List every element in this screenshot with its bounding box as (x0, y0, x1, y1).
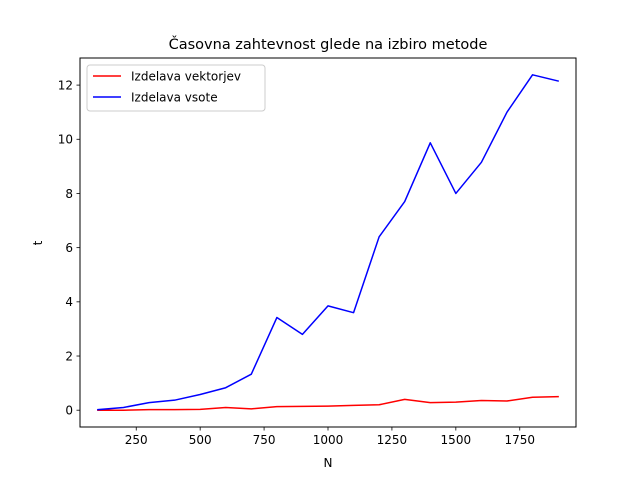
legend: Izdelava vektorjev Izdelava vsote (86, 64, 266, 112)
x-tick-label: 500 (189, 433, 212, 447)
legend-frame (86, 64, 266, 112)
x-axis: 250 500 750 1000 1250 1500 1750 (125, 427, 535, 447)
y-tick-label: 2 (65, 349, 73, 363)
chart-title: Časovna zahtevnost glede na izbiro metod… (169, 35, 488, 53)
series-line-0 (97, 395, 559, 411)
x-tick-label: 1750 (504, 433, 535, 447)
plot-lines (97, 74, 560, 411)
x-tick-label: 250 (125, 433, 148, 447)
y-tick-label: 10 (58, 133, 73, 147)
x-tick-label: 1250 (377, 433, 408, 447)
x-tick-label: 1000 (313, 433, 344, 447)
x-tick-label: 750 (253, 433, 276, 447)
y-tick-label: 12 (58, 78, 73, 92)
y-tick-label: 4 (65, 295, 73, 309)
y-tick-label: 6 (65, 241, 73, 255)
legend-label-1: Izdelava vsote (131, 90, 218, 104)
y-axis-label: t (31, 240, 45, 245)
y-tick-label: 0 (65, 404, 73, 418)
plot-frame (79, 57, 577, 428)
x-axis-label: N (324, 456, 333, 470)
y-tick-label: 8 (65, 187, 73, 201)
x-tick-label: 1500 (441, 433, 472, 447)
series-line-1 (97, 74, 560, 411)
legend-label-0: Izdelava vektorjev (131, 69, 241, 83)
y-axis: 0 2 4 6 8 10 12 (58, 78, 80, 418)
